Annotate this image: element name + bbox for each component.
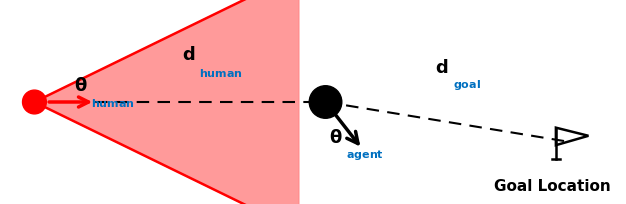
Polygon shape xyxy=(34,0,299,204)
Text: Goal Location: Goal Location xyxy=(494,179,610,194)
Circle shape xyxy=(309,86,342,118)
Text: $\mathbf{human}$: $\mathbf{human}$ xyxy=(91,97,135,109)
Text: $\mathbf{human}$: $\mathbf{human}$ xyxy=(199,67,243,79)
Text: $\mathbf{d}$: $\mathbf{d}$ xyxy=(182,46,195,64)
Text: $\mathbf{\theta}$: $\mathbf{\theta}$ xyxy=(329,129,342,147)
Text: $\mathbf{agent}$: $\mathbf{agent}$ xyxy=(346,147,384,162)
Text: $\mathbf{\theta}$: $\mathbf{\theta}$ xyxy=(74,77,88,95)
Circle shape xyxy=(23,90,46,114)
Text: $\mathbf{d}$: $\mathbf{d}$ xyxy=(435,59,448,76)
Text: $\mathbf{goal}$: $\mathbf{goal}$ xyxy=(453,78,481,92)
